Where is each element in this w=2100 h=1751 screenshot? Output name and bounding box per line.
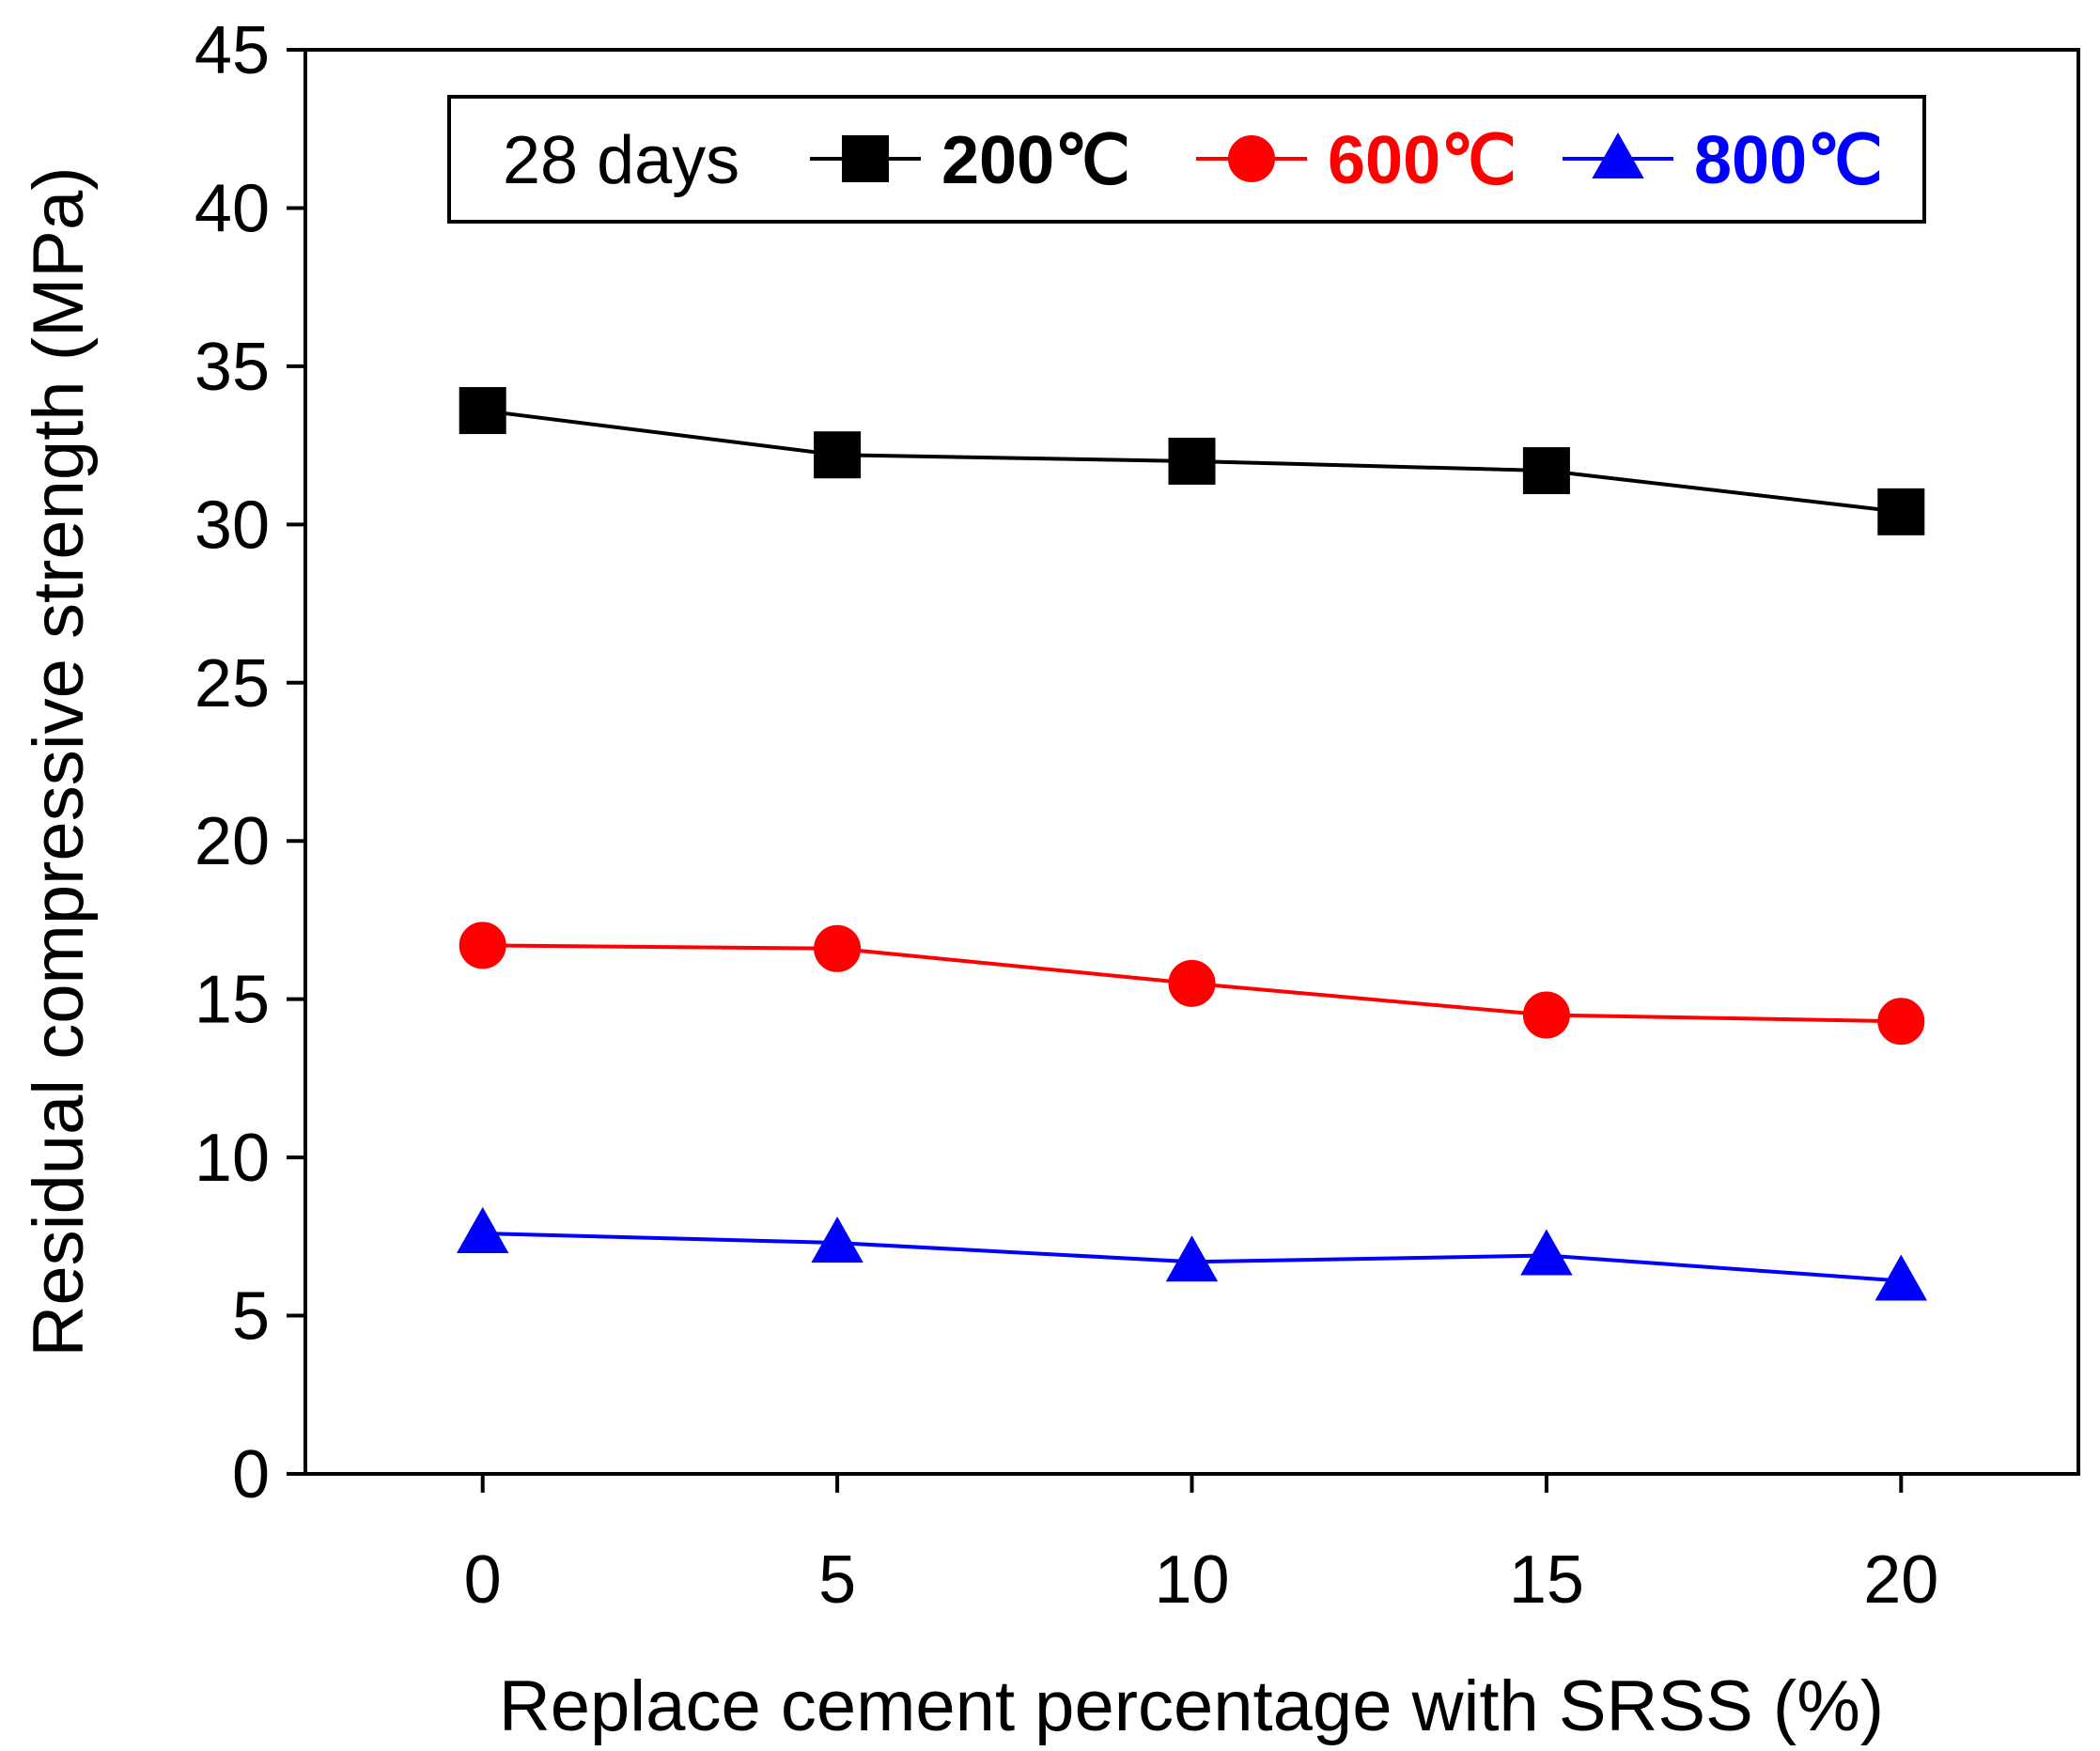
- series-2: [456, 1206, 1928, 1301]
- x-axis-title: Replace cement percentage with SRSS (%): [499, 1666, 1884, 1746]
- legend-marker: [1228, 135, 1275, 182]
- y-tick-label: 0: [232, 1437, 270, 1512]
- y-tick-label: 15: [194, 963, 270, 1038]
- data-point: [459, 922, 506, 969]
- data-point: [814, 431, 862, 479]
- data-point: [1877, 488, 1925, 535]
- y-tick-label: 10: [194, 1121, 270, 1196]
- legend-entry: 600℃: [1196, 123, 1517, 198]
- data-point: [814, 924, 862, 972]
- data-point: [1168, 437, 1216, 485]
- data-point: [456, 1206, 509, 1253]
- data-point: [1874, 1254, 1928, 1301]
- x-tick-label: 15: [1509, 1542, 1584, 1618]
- data-point: [811, 1216, 863, 1263]
- x-tick-label: 10: [1154, 1542, 1229, 1618]
- x-tick-label: 5: [818, 1542, 856, 1618]
- y-axis: 0 5 10 15 20 25 30 35 40 45: [194, 13, 305, 1512]
- legend-entry: 800℃: [1563, 123, 1883, 198]
- y-tick-label: 45: [194, 13, 270, 88]
- y-tick-label: 30: [194, 488, 270, 563]
- legend-label: 200℃: [941, 123, 1130, 198]
- legend-entry: 200℃: [810, 123, 1130, 198]
- x-axis: 0 5 10 15 20: [464, 1474, 1938, 1618]
- legend-box: [447, 95, 1926, 224]
- series-layer: [456, 387, 1928, 1301]
- legend-label: 600℃: [1328, 123, 1517, 198]
- legend-marker: [842, 135, 889, 182]
- series-0: [459, 387, 1925, 535]
- data-point: [1168, 959, 1216, 1007]
- data-point: [459, 387, 506, 435]
- data-point: [1877, 998, 1925, 1046]
- data-point: [1522, 991, 1570, 1039]
- series-1: [459, 922, 1925, 1046]
- y-axis-title: Residual compressive strength (MPa): [19, 166, 99, 1356]
- x-tick-label: 20: [1863, 1542, 1938, 1618]
- y-tick-label: 25: [194, 646, 270, 721]
- legend-title: 28 days: [503, 123, 739, 198]
- data-point: [1520, 1229, 1573, 1276]
- legend-entries: 200℃ 600℃ 800℃: [810, 123, 1883, 198]
- legend: 28 days 200℃ 600℃ 800℃: [447, 95, 1926, 224]
- legend-label: 800℃: [1694, 123, 1883, 198]
- legend-marker: [1592, 132, 1644, 178]
- y-tick-label: 40: [194, 171, 270, 246]
- y-tick-label: 20: [194, 804, 270, 879]
- data-point: [1522, 447, 1570, 495]
- y-tick-label: 35: [194, 330, 270, 405]
- x-tick-label: 0: [464, 1542, 502, 1618]
- y-tick-label: 5: [232, 1279, 270, 1355]
- data-point: [1165, 1235, 1219, 1282]
